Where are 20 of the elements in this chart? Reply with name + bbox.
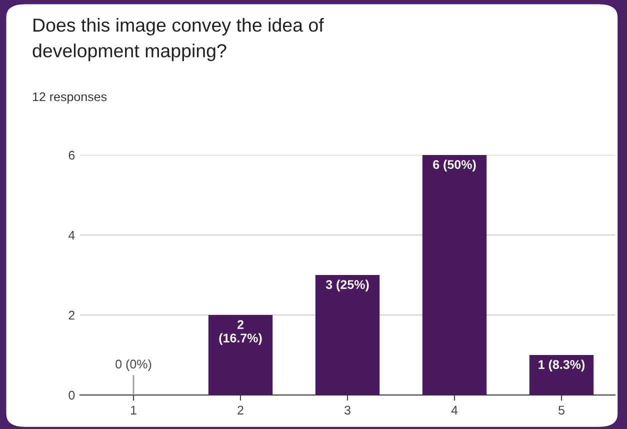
bar <box>315 275 380 395</box>
y-tick-label: 6 <box>68 150 75 160</box>
data-label: 2 (16.7%) <box>219 320 262 345</box>
bar <box>529 355 594 395</box>
y-tick-label: 2 <box>68 310 75 320</box>
data-label: 0 (0%) <box>116 359 152 371</box>
y-tick-label: 4 <box>68 230 75 240</box>
bar <box>208 315 273 395</box>
y-tick-label: 0 <box>68 390 75 400</box>
x-tick-label: 1 <box>130 406 136 414</box>
x-tick-label: 3 <box>344 406 350 415</box>
data-label: 3 (25%) <box>326 280 369 292</box>
data-label: 6 (50%) <box>433 160 476 172</box>
data-label: 1 (8.3%) <box>538 360 584 372</box>
chart-subtitle: 12 responses <box>32 92 107 104</box>
x-tick-label: 5 <box>558 406 564 415</box>
chart-title: Does this image convey the idea of development mapping? <box>32 18 324 62</box>
x-tick-label: 2 <box>238 406 244 414</box>
x-tick-label: 4 <box>451 406 458 414</box>
bar <box>422 155 487 395</box>
